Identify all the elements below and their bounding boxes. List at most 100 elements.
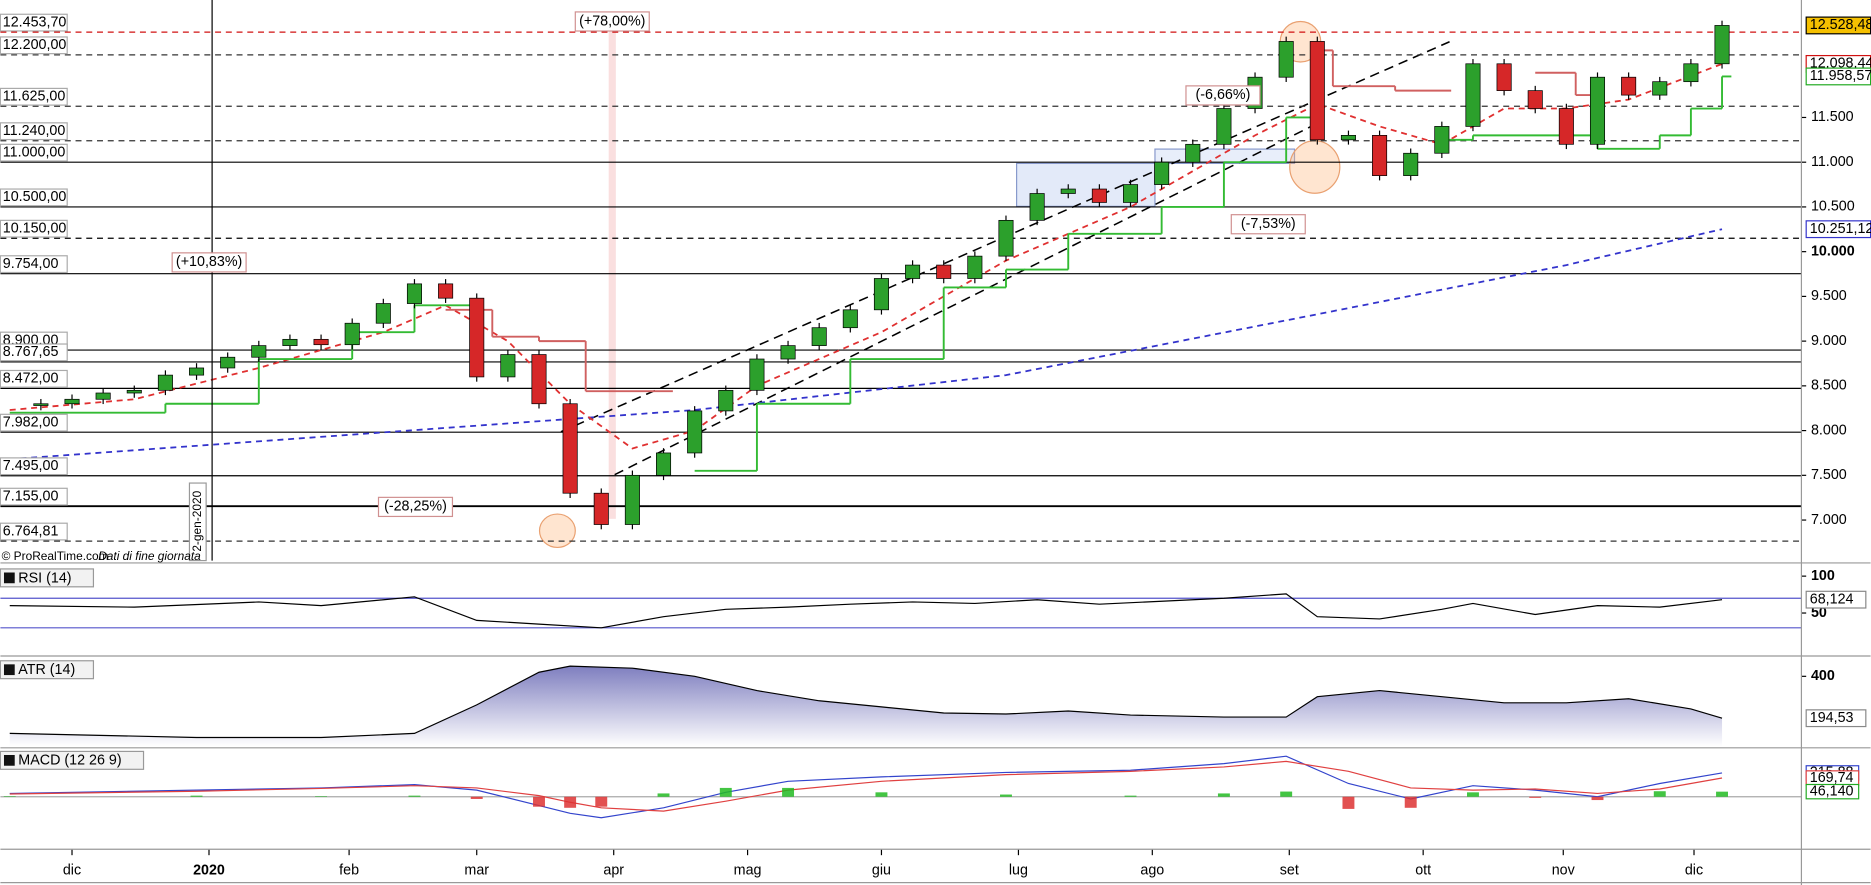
macd-line <box>9 760 1723 812</box>
histogram-bar <box>719 787 732 797</box>
candle <box>1122 184 1139 203</box>
annotation-box <box>1230 214 1306 235</box>
candle <box>718 389 734 412</box>
candle <box>1216 108 1232 145</box>
level-label: 11.240,00 <box>3 123 66 139</box>
histogram-bar <box>595 796 608 807</box>
annotation: (+10,83%) <box>176 254 242 270</box>
histogram-bar <box>408 795 421 797</box>
candle <box>624 474 640 525</box>
x-tick-label: mag <box>734 862 762 878</box>
histogram-bar <box>875 792 888 797</box>
x-tick-label: mar <box>464 862 489 878</box>
candle <box>1278 41 1294 78</box>
last-value-label: 194,53 <box>1810 710 1854 726</box>
histogram-bar <box>1467 792 1479 797</box>
annotation: (-28,25%) <box>384 499 447 515</box>
annotation-box <box>171 252 247 273</box>
candle <box>33 403 49 406</box>
level-label-box <box>0 457 68 476</box>
candle <box>95 392 111 400</box>
level-label-box <box>0 522 68 541</box>
date-label-box <box>188 482 207 562</box>
atr-line <box>9 665 1723 739</box>
level-label-box <box>0 188 68 207</box>
candle <box>998 219 1014 257</box>
y-tick-label: 50 <box>1811 605 1827 621</box>
last-value-label: 46,140 <box>1810 783 1854 799</box>
candle <box>189 367 205 376</box>
level-label: 8.472,00 <box>3 371 59 387</box>
candle <box>936 264 952 279</box>
x-tick-label: ott <box>1415 862 1431 878</box>
x-tick-label: feb <box>339 862 359 878</box>
level-label-box <box>0 343 68 362</box>
last-value-box <box>1805 590 1867 609</box>
panel-header-box <box>0 568 95 588</box>
highlight-band <box>608 26 616 519</box>
y-tick-label: 8.000 <box>1811 422 1847 438</box>
last-value-label: 169,74 <box>1810 770 1854 786</box>
level-label: 11.625,00 <box>3 89 66 105</box>
histogram-bar <box>1653 791 1666 797</box>
annotation: (-7,53%) <box>1241 216 1296 232</box>
annotation-box <box>574 11 650 32</box>
panel-title: MACD (12 26 9) <box>18 753 121 769</box>
candle <box>1465 63 1481 127</box>
candle <box>1154 161 1170 185</box>
channel-line <box>614 122 1319 476</box>
level-label: 7.495,00 <box>3 458 59 474</box>
panel-icon <box>3 754 15 766</box>
candle <box>531 354 547 405</box>
level-label-box <box>0 13 68 32</box>
source: © ProRealTime.com <box>2 549 109 563</box>
last-value-label: 12.528,48 <box>1810 17 1871 33</box>
level-label-box <box>0 219 68 238</box>
level-label: 8.767,65 <box>3 344 59 360</box>
histogram-bar <box>1529 796 1542 798</box>
x-tick-label: dic <box>1685 862 1703 878</box>
candle <box>967 255 983 279</box>
level-label: 7.982,00 <box>3 414 59 430</box>
x-tick-label: set <box>1280 862 1299 878</box>
histogram-bar <box>3 796 16 797</box>
level-label: 6.764,81 <box>3 523 59 539</box>
y-tick-label: 100 <box>1811 568 1835 584</box>
candle <box>251 345 267 358</box>
level-label: 10.150,00 <box>3 220 67 236</box>
panel-header-box <box>0 660 95 680</box>
candle <box>375 303 391 324</box>
candle <box>780 345 796 360</box>
y-tick-label: 400 <box>1811 668 1835 684</box>
x-tick-label: giu <box>872 862 891 878</box>
atr-area <box>9 666 1723 747</box>
level-label-box <box>0 143 68 162</box>
candle <box>220 356 236 369</box>
highlight-circle <box>1289 140 1341 194</box>
level-label-box <box>0 369 68 388</box>
annotation-box <box>377 496 454 518</box>
macd-line <box>9 755 1723 819</box>
candle <box>1185 143 1201 163</box>
y-tick-label: 9.000 <box>1811 333 1847 349</box>
last-value-label: 68,124 <box>1810 591 1854 607</box>
histogram-bar <box>1217 793 1230 797</box>
last-value-box <box>1805 783 1860 800</box>
candle <box>1683 63 1699 83</box>
y-tick-label: 11.000 <box>1811 154 1854 170</box>
last-value-label: 11.958,57 <box>1810 68 1871 84</box>
candle <box>1652 81 1668 96</box>
candle <box>1434 126 1450 154</box>
x-tick-label: nov <box>1552 862 1576 878</box>
candle <box>1091 188 1107 203</box>
candle <box>64 398 80 405</box>
annotation: (+78,00%) <box>579 13 645 29</box>
histogram-bar <box>470 796 483 799</box>
histogram-bar <box>1342 796 1355 809</box>
source-note: Dati di fine giornata <box>98 549 201 563</box>
candle <box>313 338 329 346</box>
candle <box>1340 135 1356 141</box>
candle <box>1029 193 1045 221</box>
